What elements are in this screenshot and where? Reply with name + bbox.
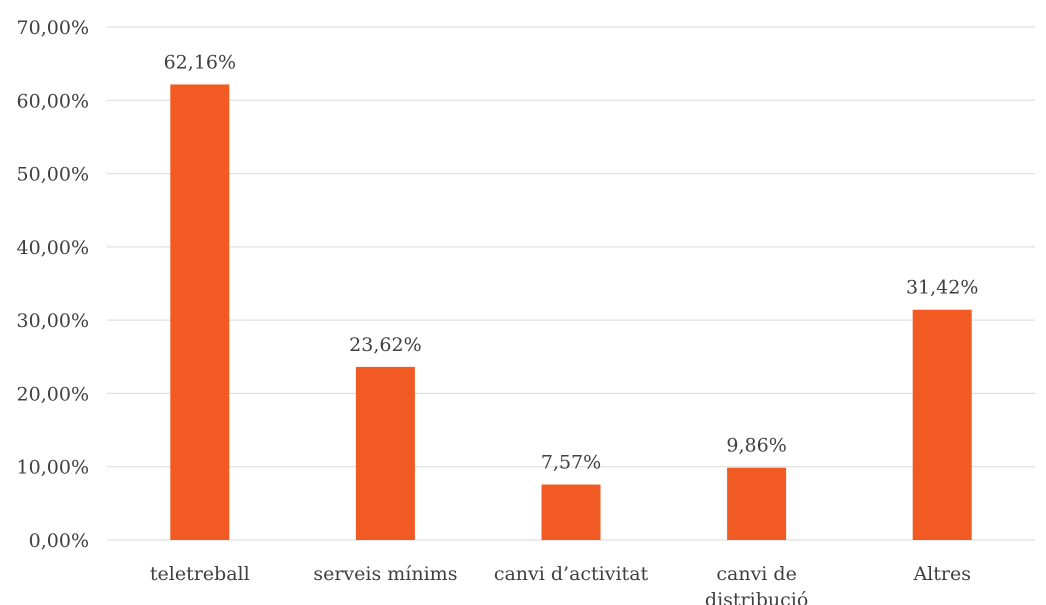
data-label: 31,42% <box>906 277 978 299</box>
gridlines <box>107 26 1035 541</box>
y-axis-ticks: 0,00% 10,00% 20,00% 30,00% 40,00% 50,00% 60,00… <box>17 17 89 552</box>
bar <box>912 309 972 540</box>
y-tick-label: 60,00% <box>17 90 89 112</box>
bar <box>170 84 230 541</box>
bars <box>170 84 972 541</box>
category-label: teletreball <box>150 563 250 585</box>
category-label: canvi d’activitat <box>494 563 649 585</box>
data-label: 7,57% <box>541 452 601 474</box>
category-label: distribució <box>705 589 808 605</box>
bar <box>727 467 787 540</box>
bar <box>355 366 415 540</box>
bar <box>541 484 601 540</box>
y-tick-label: 10,00% <box>17 457 89 479</box>
category-label: canvi de <box>716 563 796 585</box>
category-label: serveis mínims <box>313 563 457 585</box>
data-labels: 62,16% 23,62% 7,57% 9,86% 31,42% <box>164 51 979 473</box>
y-tick-label: 70,00% <box>17 17 89 39</box>
category-label: Altres <box>912 563 971 585</box>
x-axis-categories: teletreball serveis mínims canvi d’activit… <box>150 563 971 605</box>
data-label: 23,62% <box>349 334 421 356</box>
y-tick-label: 40,00% <box>17 237 89 259</box>
data-label: 62,16% <box>164 51 236 73</box>
data-label: 9,86% <box>726 435 786 457</box>
y-tick-label: 20,00% <box>17 383 89 405</box>
y-tick-label: 30,00% <box>17 310 89 332</box>
y-tick-label: 0,00% <box>29 530 89 552</box>
y-tick-label: 50,00% <box>17 164 89 186</box>
